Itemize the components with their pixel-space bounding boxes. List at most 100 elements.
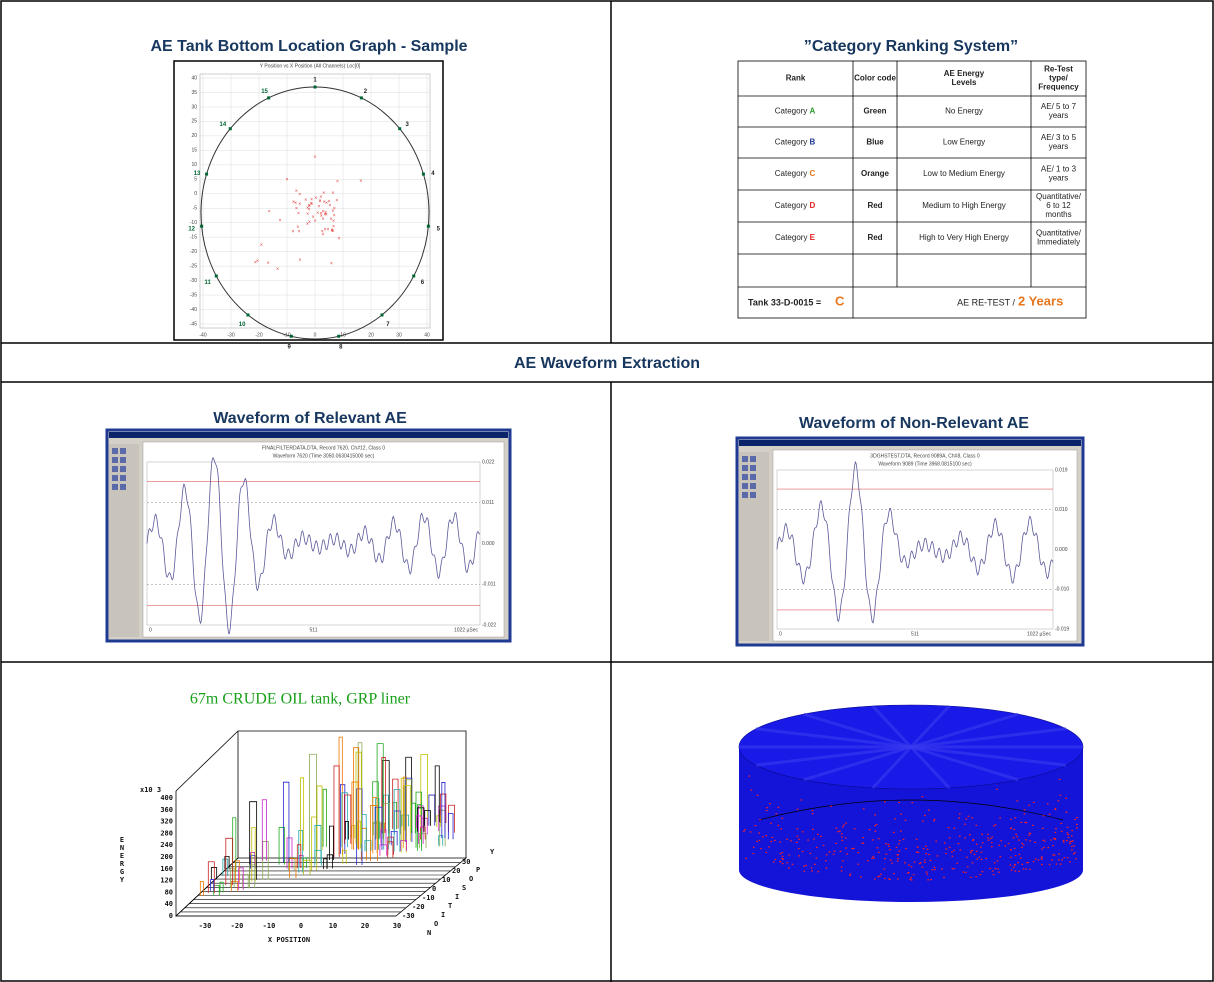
energy-bar-decor xyxy=(323,789,326,847)
hit-dot xyxy=(941,869,943,870)
hit-dot xyxy=(993,874,995,875)
hit-dot xyxy=(948,827,950,828)
hit-dot xyxy=(836,828,838,829)
hit-dot xyxy=(992,870,994,871)
hit-dot xyxy=(1030,840,1032,841)
hit-dot xyxy=(790,840,792,841)
rank-word: Category xyxy=(775,233,810,242)
hit-dot xyxy=(1041,849,1043,850)
hit-dot xyxy=(1010,857,1012,858)
hit-dot xyxy=(812,810,814,811)
event-marker: × xyxy=(295,206,298,212)
hit-dot xyxy=(786,839,788,840)
hit-dot xyxy=(924,860,926,861)
hit-dot xyxy=(1060,864,1062,865)
hit-dot xyxy=(796,842,798,843)
hit-dot xyxy=(862,837,864,838)
hit-dot xyxy=(875,831,877,832)
hit-dot xyxy=(964,837,966,838)
x-tick-label: 30 xyxy=(396,332,402,338)
hit-dot xyxy=(953,850,955,851)
hit-dot xyxy=(1058,800,1060,801)
hit-dot xyxy=(797,836,799,837)
y-tick-label: 15 xyxy=(191,148,197,154)
hit-dot xyxy=(1069,861,1071,862)
hit-dot xyxy=(899,851,901,852)
panel-title: ”Category Ranking System” xyxy=(804,38,1018,55)
y-tick-label: 0.000 xyxy=(1055,547,1068,553)
hit-dot xyxy=(900,814,902,815)
y-tick-label: 10 xyxy=(191,162,197,168)
hit-dot xyxy=(898,843,900,844)
hit-dot xyxy=(1034,842,1036,843)
hit-dot xyxy=(896,847,898,848)
hit-dot xyxy=(845,847,847,848)
hit-dot xyxy=(934,867,936,868)
hit-dot xyxy=(880,874,882,875)
energy-bar-decor xyxy=(334,766,339,857)
hit-dot xyxy=(1023,868,1025,869)
hit-dot xyxy=(971,817,973,818)
hit-dot xyxy=(789,854,791,855)
hit-dot xyxy=(935,841,937,842)
hit-dot xyxy=(743,831,745,832)
hit-dot xyxy=(1068,837,1070,838)
section-title: AE Waveform Extraction xyxy=(514,355,700,372)
hit-dot xyxy=(850,874,852,875)
table-border xyxy=(738,61,1086,318)
event-marker: × xyxy=(324,210,327,216)
hit-dot xyxy=(1060,795,1062,796)
hit-dot xyxy=(982,871,984,872)
y-tick-label: 0.019 xyxy=(1055,467,1068,473)
hit-dot xyxy=(782,818,784,819)
hit-dot xyxy=(884,869,886,870)
hit-dot xyxy=(758,833,760,834)
hit-dot xyxy=(788,867,790,868)
hit-dot xyxy=(845,823,847,824)
hit-dot xyxy=(817,834,819,835)
hit-dot xyxy=(833,854,835,855)
sensor xyxy=(337,335,340,338)
hit-dot xyxy=(911,866,913,867)
hit-dot xyxy=(782,852,784,853)
sensor-label: 12 xyxy=(188,227,195,233)
plot-area xyxy=(143,442,504,637)
event-marker: × xyxy=(335,198,338,204)
event-marker: × xyxy=(333,206,336,212)
y-tick-label: 80 xyxy=(165,888,173,896)
table-cell: Rank xyxy=(786,74,806,83)
hit-dot xyxy=(1024,813,1026,814)
y2-tick-label: -20 xyxy=(412,903,425,911)
y2-tick-label: 20 xyxy=(452,867,460,875)
tool-icon xyxy=(750,465,756,471)
hit-dot xyxy=(922,796,924,797)
hit-dot xyxy=(930,860,932,861)
hit-dot xyxy=(1049,814,1051,815)
hit-dot xyxy=(1063,840,1065,841)
hit-dot xyxy=(768,846,770,847)
hit-dot xyxy=(792,864,794,865)
hit-dot xyxy=(842,860,844,861)
hit-dot xyxy=(812,829,814,830)
x-tick-label: 0 xyxy=(299,922,303,930)
hit-dot xyxy=(982,842,984,843)
rank-letter: B xyxy=(809,138,815,147)
hit-dot xyxy=(933,820,935,821)
hit-dot xyxy=(894,818,896,819)
hit-dot xyxy=(917,847,919,848)
hit-dot xyxy=(1067,832,1069,833)
panel-title: Waveform of Non-Relevant AE xyxy=(799,415,1029,432)
hit-dot xyxy=(893,832,895,833)
hit-dot xyxy=(911,879,913,880)
hit-dot xyxy=(1018,871,1020,872)
window-titlebar xyxy=(109,432,508,438)
energy-bar-decor xyxy=(283,782,289,862)
hit-dot xyxy=(1066,812,1068,813)
hit-dot xyxy=(858,852,860,853)
hit-dot xyxy=(812,813,814,814)
event-marker: × xyxy=(292,199,295,205)
hit-dot xyxy=(825,860,827,861)
hit-dot xyxy=(1030,833,1032,834)
event-marker: × xyxy=(298,201,301,207)
hit-dot xyxy=(1013,829,1015,830)
